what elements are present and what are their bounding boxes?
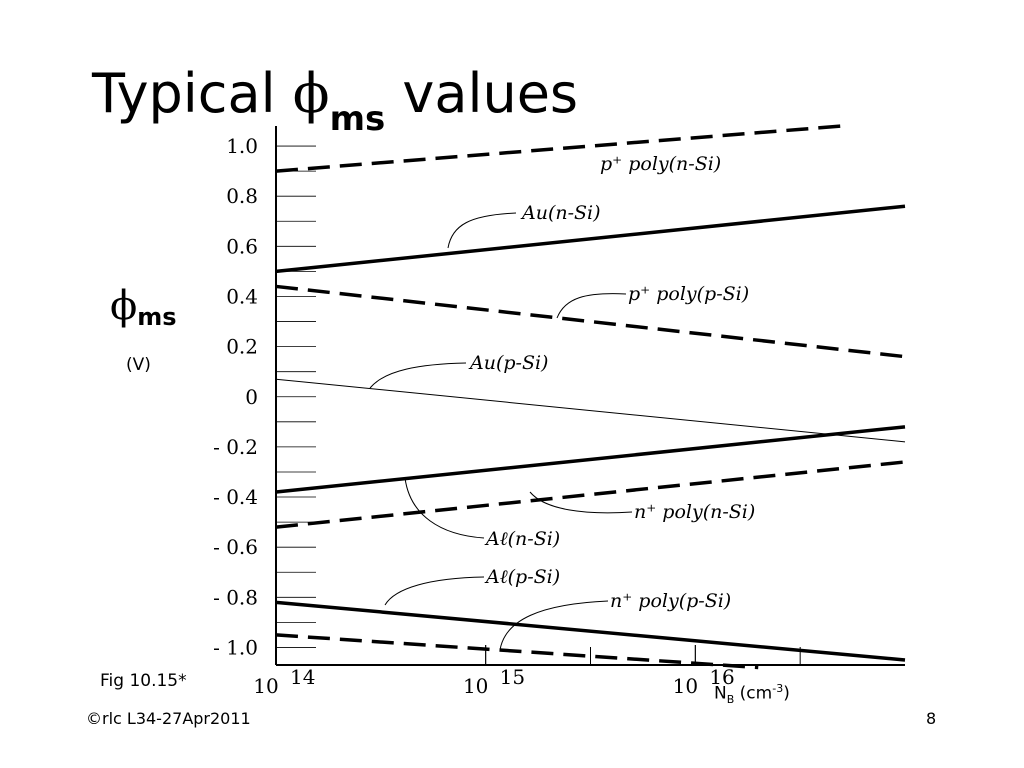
y-tick-label: 0.2	[226, 335, 258, 359]
slide-title: Typical ϕms values	[92, 62, 579, 139]
series-label-5: n⁺ poly(n-Si)	[634, 501, 755, 523]
series-leader-6	[384, 576, 485, 606]
x-axis-label-close: )	[783, 683, 790, 704]
series-line-2	[275, 284, 906, 359]
y-tick-label: - 0.4	[213, 485, 258, 509]
y-tick-label: 0.8	[226, 184, 258, 208]
series-leader-5	[529, 491, 633, 514]
series-label-0: p⁺ poly(n-Si)	[600, 153, 721, 175]
x-tick-exponent: 14	[290, 665, 315, 689]
x-tick-exponent: 16	[709, 665, 734, 689]
x-axis-label-unit: (cm	[734, 683, 773, 704]
y-tick-label: 0	[245, 385, 258, 409]
y-axis-subscript: ms	[137, 303, 177, 331]
title-phi-symbol: ϕ	[292, 62, 330, 125]
y-axis-label: ϕms	[110, 283, 190, 331]
series-line-3	[275, 378, 906, 443]
series-leader-7	[499, 600, 609, 651]
figure-caption: Fig 10.15*	[100, 671, 187, 691]
series-label-7: n⁺ poly(p-Si)	[610, 590, 731, 612]
series-label-1: Au(n-Si)	[520, 202, 601, 224]
x-tick-label: 10	[463, 674, 488, 698]
x-tick-exponent: 15	[500, 665, 525, 689]
y-tick-label: - 1.0	[213, 635, 258, 659]
series-leader-1	[447, 212, 517, 249]
x-axis-label: NB (cm-3)	[714, 682, 790, 706]
footer-copyright: ©rlc L34-27Apr2011	[86, 709, 251, 728]
title-main: Typical	[92, 62, 293, 125]
title-subscript: ms	[329, 99, 386, 139]
x-axis-label-sup: -3	[772, 682, 784, 695]
series-label-3: Au(p-Si)	[468, 352, 548, 374]
x-tick-label: 10	[673, 674, 698, 698]
series-line-6	[275, 600, 906, 662]
y-axis-unit: (V)	[126, 355, 151, 375]
series-line-1	[275, 204, 906, 274]
series-label-4: Aℓ(n-Si)	[484, 528, 560, 550]
series-label-2: p⁺ poly(p-Si)	[628, 283, 749, 305]
y-tick-label: - 0.8	[213, 585, 258, 609]
y-tick-label: - 0.6	[213, 535, 258, 559]
series-line-0	[275, 124, 843, 173]
title-rest: values	[385, 62, 579, 125]
series-line-5	[275, 460, 906, 529]
series-line-4	[275, 425, 906, 494]
y-tick-label: 0.6	[226, 234, 258, 258]
series-label-6: Aℓ(p-Si)	[484, 566, 560, 588]
series-line-7	[275, 633, 759, 670]
series-leader-3	[369, 362, 467, 389]
x-axis-label-sub: B	[726, 693, 735, 707]
y-axis-phi-symbol: ϕ	[110, 283, 138, 329]
page-number: 8	[926, 709, 937, 728]
x-axis-label-main: N	[714, 683, 727, 704]
x-tick-label: 10	[253, 674, 278, 698]
y-tick-label: 1.0	[226, 134, 258, 158]
series-leader-2	[556, 293, 627, 319]
y-tick-label: 0.4	[226, 284, 258, 308]
series-leader-4	[404, 477, 485, 539]
y-tick-label: - 0.2	[213, 435, 258, 459]
